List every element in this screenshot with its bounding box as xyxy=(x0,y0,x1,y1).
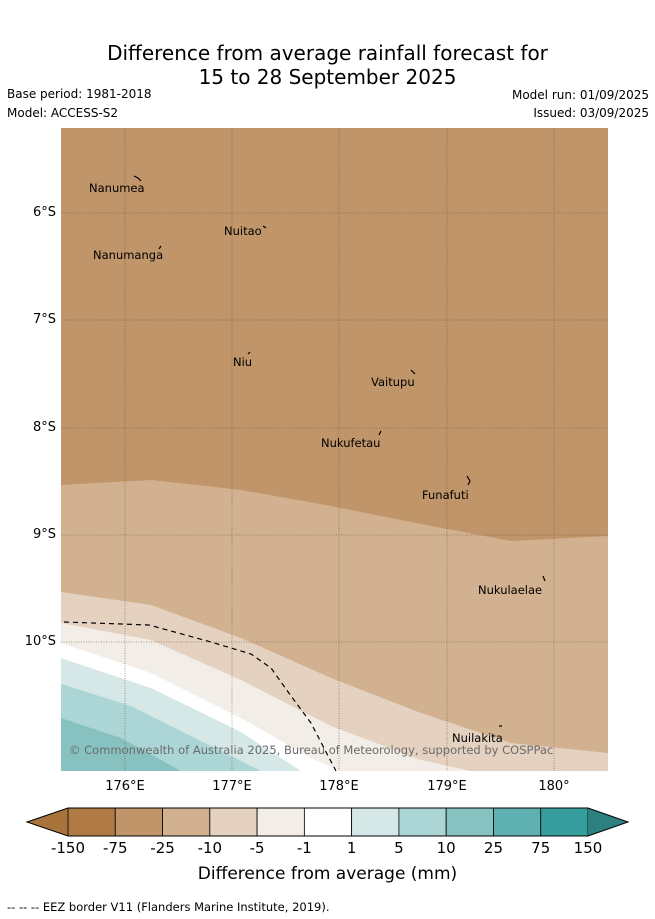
lat-label-10s: 10°S xyxy=(24,634,56,649)
rainfall-map xyxy=(61,128,608,771)
nukufetau-island-shape xyxy=(378,430,382,436)
niu-island-shape xyxy=(247,351,251,355)
funafuti-island-shape xyxy=(466,475,471,486)
lon-label-180: 180° xyxy=(538,779,570,794)
colorbar-tick-label: 25 xyxy=(483,839,503,857)
vaitupu-island-shape xyxy=(410,369,416,375)
colorbar-tick-label: 1 xyxy=(346,839,357,857)
colorbar-tick-label: 75 xyxy=(531,839,551,857)
place-label-nukufetau: Nukufetau xyxy=(321,436,381,450)
copyright-notice: © Commonwealth of Australia 2025, Bureau… xyxy=(69,743,554,757)
colorbar-extend-low xyxy=(27,808,68,836)
colorbar-segment xyxy=(398,807,447,837)
lat-label-6s: 6°S xyxy=(32,205,56,220)
issued-date: Issued: 03/09/2025 xyxy=(533,106,649,120)
colorbar-segment xyxy=(351,807,400,837)
place-label-nuitao: Nuitao xyxy=(224,224,262,238)
nanumanga-island-shape xyxy=(158,245,162,250)
lon-label-177e: 177°E xyxy=(212,779,252,794)
colorbar-tick-label: -10 xyxy=(197,839,223,857)
lon-label-179e: 179°E xyxy=(427,779,467,794)
colorbar-tick-label: 5 xyxy=(394,839,404,857)
model-name: Model: ACCESS-S2 xyxy=(7,106,119,120)
island-outlines xyxy=(133,175,546,727)
colorbar-segment xyxy=(445,807,494,837)
nuitao-island-shape xyxy=(262,225,267,229)
colorbar-segment xyxy=(540,807,589,837)
model-run: Model run: 01/09/2025 xyxy=(511,88,649,102)
colorbar-tick-label: -150 xyxy=(50,839,86,857)
place-label-vaitupu: Vaitupu xyxy=(371,375,415,389)
colorbar-extend-high xyxy=(588,808,628,836)
colorbar-segments xyxy=(27,807,628,837)
band-10-to-25 xyxy=(61,718,181,771)
colorbar-outline xyxy=(25,807,630,837)
colorbar-tick-label: -75 xyxy=(103,839,128,857)
lat-label-9s: 9°S xyxy=(32,527,56,542)
map-title-line-2: 15 to 28 September 2025 xyxy=(198,65,457,89)
colorbar-segment xyxy=(162,807,211,837)
colorbar-tick-label: -1 xyxy=(296,839,312,857)
base-period: Base period: 1981-2018 xyxy=(7,87,152,101)
lon-label-176e: 176°E xyxy=(105,779,145,794)
colorbar-label: Difference from average (mm) xyxy=(197,864,458,884)
colorbar-tick-label: 150 xyxy=(573,839,603,857)
place-label-nuilakita: Nuilakita xyxy=(452,731,503,745)
colorbar-tick-label: 10 xyxy=(436,839,456,857)
place-label-nukulaelae: Nukulaelae xyxy=(478,583,543,597)
colorbar-segment xyxy=(209,807,258,837)
colorbar xyxy=(25,807,630,837)
colorbar-segment xyxy=(303,807,353,837)
nukulaelae-island-shape xyxy=(542,575,546,582)
eez-border-legend: -- -- -- EEZ border V11 (Flanders Marine… xyxy=(7,900,330,914)
place-label-nanumanga: Nanumanga xyxy=(93,248,164,262)
colorbar-segment xyxy=(256,807,305,837)
map-title-line-1: Difference from average rainfall forecas… xyxy=(107,41,548,65)
lat-label-8s: 8°S xyxy=(32,420,56,435)
colorbar-tick-label: -5 xyxy=(249,839,265,857)
nanumea-island-shape xyxy=(133,175,142,182)
colorbar-segment xyxy=(67,807,116,837)
colorbar-segment xyxy=(114,807,163,837)
graticule xyxy=(61,128,608,771)
colorbar-segment xyxy=(493,807,542,837)
place-label-nanumea: Nanumea xyxy=(89,181,145,195)
lat-label-7s: 7°S xyxy=(32,312,56,327)
lon-label-178e: 178°E xyxy=(319,779,359,794)
place-label-niu: Niu xyxy=(233,355,253,369)
colorbar-tick-label: -25 xyxy=(150,839,175,857)
place-label-funafuti: Funafuti xyxy=(422,488,469,502)
